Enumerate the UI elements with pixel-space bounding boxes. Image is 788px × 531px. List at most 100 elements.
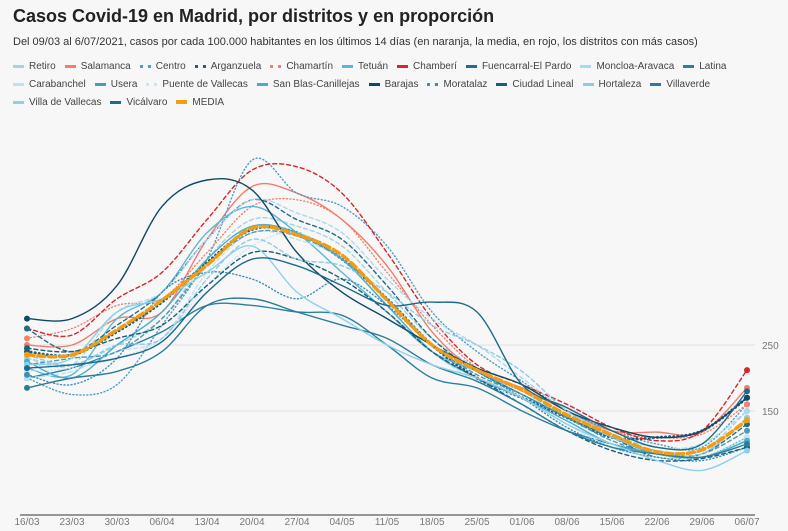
x-tick-label: 08/06 bbox=[554, 517, 579, 528]
x-tick-label: 13/04 bbox=[194, 517, 219, 528]
x-tick-label: 27/04 bbox=[284, 517, 309, 528]
x-tick-label: 25/05 bbox=[464, 517, 489, 528]
endpoint-marker bbox=[744, 408, 750, 414]
x-tick-label: 11/05 bbox=[375, 517, 400, 528]
legend-swatch-icon bbox=[342, 64, 354, 68]
endpoint-marker bbox=[24, 371, 30, 378]
endpoint-marker bbox=[744, 394, 750, 401]
series-media bbox=[24, 224, 750, 456]
legend-swatch-icon bbox=[256, 82, 268, 86]
y-tick-label: 150 bbox=[762, 407, 779, 418]
legend-label: Chamartín bbox=[286, 60, 334, 72]
legend-item-retiro[interactable]: Retiro bbox=[13, 59, 56, 73]
series-chamberi bbox=[24, 163, 750, 442]
endpoint-marker bbox=[744, 401, 750, 408]
legend-item-barajas[interactable]: Barajas bbox=[368, 77, 418, 91]
legend-swatch-icon bbox=[270, 64, 282, 68]
x-tick-label: 29/06 bbox=[689, 517, 714, 528]
x-tick-label: 20/04 bbox=[239, 517, 264, 528]
legend-item-chamartin[interactable]: Chamartín bbox=[270, 59, 333, 73]
legend-swatch-icon bbox=[13, 64, 24, 68]
legend-swatch-icon bbox=[397, 64, 409, 68]
chart-title: Casos Covid-19 en Madrid, por distritos … bbox=[13, 6, 495, 26]
legend-label: Tetuán bbox=[358, 60, 389, 72]
legend-label: Usera bbox=[110, 78, 138, 90]
legend-swatch-icon bbox=[496, 82, 508, 86]
x-tick-label: 06/07 bbox=[734, 517, 759, 528]
legend-item-moratalaz[interactable]: Moratalaz bbox=[427, 77, 487, 91]
legend-item-hortaleza[interactable]: Hortaleza bbox=[582, 77, 641, 91]
endpoint-marker bbox=[24, 315, 30, 322]
legend-swatch-icon bbox=[176, 100, 188, 104]
series-line bbox=[26, 250, 748, 462]
legend-item-carabanchel[interactable]: Carabanchel bbox=[13, 77, 86, 91]
endpoint-marker bbox=[24, 351, 30, 358]
endpoint-marker bbox=[24, 384, 30, 391]
legend-swatch-icon bbox=[110, 100, 122, 104]
endpoint-marker bbox=[744, 447, 750, 454]
series-barajas bbox=[24, 177, 750, 439]
legend-item-arganzuela[interactable]: Arganzuela bbox=[194, 59, 262, 73]
legend-swatch-icon bbox=[580, 64, 592, 68]
legend-item-chamberi[interactable]: Chamberí bbox=[397, 59, 457, 73]
legend-label: Ciudad Lineal bbox=[512, 78, 574, 90]
x-tick-label: 06/04 bbox=[149, 517, 174, 528]
legend-label: Villa de Vallecas bbox=[29, 96, 102, 108]
legend-swatch-icon bbox=[582, 82, 594, 86]
legend-label: Arganzuela bbox=[210, 60, 262, 72]
x-tick-label: 15/06 bbox=[599, 517, 624, 528]
x-tick-label: 16/03 bbox=[14, 517, 39, 528]
x-tick-label: 01/06 bbox=[509, 517, 534, 528]
legend-item-ciudad-lineal[interactable]: Ciudad Lineal bbox=[496, 77, 574, 91]
endpoint-marker bbox=[744, 427, 750, 434]
legend-item-usera[interactable]: Usera bbox=[94, 77, 138, 91]
legend-item-tetuan[interactable]: Tetuán bbox=[342, 59, 388, 73]
legend-swatch-icon bbox=[146, 82, 158, 86]
legend-swatch-icon bbox=[13, 82, 24, 86]
legend-label: Latina bbox=[699, 60, 727, 72]
series-line bbox=[26, 297, 748, 459]
endpoint-marker bbox=[24, 335, 30, 342]
x-tick-label: 23/03 bbox=[59, 517, 84, 528]
legend-label: Vicálvaro bbox=[126, 96, 168, 108]
legend-label: Retiro bbox=[29, 60, 56, 72]
series-villaverde bbox=[24, 297, 750, 459]
x-tick-label: 30/03 bbox=[104, 517, 129, 528]
legend-label: Salamanca bbox=[80, 60, 131, 72]
legend-item-centro[interactable]: Centro bbox=[139, 59, 186, 73]
x-tick-label: 22/06 bbox=[644, 517, 669, 528]
series-salamanca bbox=[24, 182, 750, 437]
legend-label: Chamberí bbox=[413, 60, 457, 72]
legend-item-san-blas-canillejas[interactable]: San Blas-Canillejas bbox=[256, 77, 360, 91]
legend-swatch-icon bbox=[64, 64, 76, 68]
legend-label: MEDIA bbox=[192, 96, 225, 108]
legend-item-salamanca[interactable]: Salamanca bbox=[64, 59, 131, 73]
chart-subtitle: Del 09/03 al 6/07/2021, casos por cada 1… bbox=[13, 36, 698, 48]
legend-label: Centro bbox=[155, 60, 186, 72]
legend-swatch-icon bbox=[683, 64, 695, 68]
legend-swatch-icon bbox=[13, 100, 24, 104]
legend-item-villa-de-vallecas[interactable]: Villa de Vallecas bbox=[13, 95, 101, 109]
series-line bbox=[26, 238, 748, 457]
legend-swatch-icon bbox=[650, 82, 662, 86]
endpoint-marker bbox=[744, 441, 750, 447]
legend-swatch-icon bbox=[139, 64, 151, 68]
legend-item-fuencarral-el-pardo[interactable]: Fuencarral-El Pardo bbox=[465, 59, 571, 73]
legend-label: Moncloa-Aravaca bbox=[596, 60, 675, 72]
legend-item-villaverde[interactable]: Villaverde bbox=[650, 77, 710, 91]
series-line bbox=[26, 198, 748, 450]
legend-item-puente-de-vallecas[interactable]: Puente de Vallecas bbox=[146, 77, 248, 91]
legend-item-vicalvaro[interactable]: Vicálvaro bbox=[110, 95, 167, 109]
endpoint-marker bbox=[24, 365, 30, 372]
legend-swatch-icon bbox=[94, 82, 106, 86]
legend-item-media[interactable]: MEDIA bbox=[176, 95, 224, 109]
legend: Retiro Salamanca Centro Arganzuela Chamartín… bbox=[13, 59, 783, 109]
endpoint-marker bbox=[24, 345, 30, 352]
legend-swatch-icon bbox=[368, 82, 380, 86]
legend-item-moncloa-aravaca[interactable]: Moncloa-Aravaca bbox=[580, 59, 674, 73]
legend-label: Puente de Vallecas bbox=[162, 78, 248, 90]
series-line bbox=[25, 224, 749, 456]
legend-swatch-icon bbox=[194, 64, 206, 68]
legend-item-latina[interactable]: Latina bbox=[683, 59, 727, 73]
